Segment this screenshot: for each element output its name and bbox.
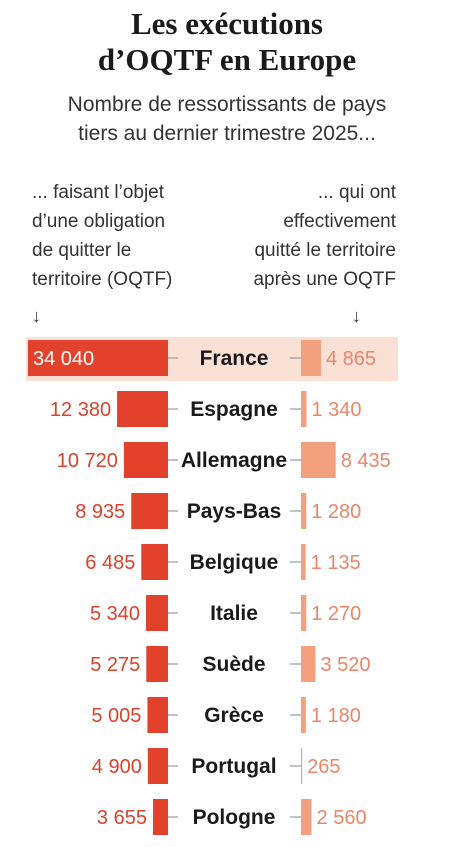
right-bar [301, 544, 306, 580]
right-bar [301, 391, 307, 427]
left-bar [146, 646, 168, 682]
right-value-label: 1 280 [311, 501, 361, 523]
right-value-label: 3 520 [320, 654, 370, 676]
country-label: Belgique [190, 551, 279, 574]
country-label: Suède [202, 653, 265, 676]
right-value-label: 2 560 [317, 807, 367, 829]
right-value-label: 1 270 [311, 603, 361, 625]
left-bar [147, 697, 168, 733]
left-bar [131, 493, 168, 529]
left-bar [152, 799, 168, 835]
left-header-line: de quitter le [32, 240, 132, 261]
left-value-label: 6 485 [85, 552, 135, 574]
right-bar [301, 646, 316, 682]
left-value-label: 34 040 [33, 348, 94, 370]
left-column-header: ... faisant l’objet d’une obligation de … [32, 178, 242, 294]
left-value-label: 5 340 [90, 603, 140, 625]
left-bar [117, 391, 168, 427]
right-bar [301, 595, 307, 631]
left-bar [141, 544, 168, 580]
country-label: Grèce [204, 704, 264, 727]
right-value-label: 4 865 [326, 348, 376, 370]
right-bar [301, 748, 303, 784]
left-bar [123, 442, 168, 478]
right-column-header: ... qui ont effectivement quitté le terr… [186, 178, 396, 294]
down-arrow-icon: ↓ [352, 306, 361, 326]
chart-title-line-2: d’OQTF en Europe [97, 42, 357, 77]
country-label: France [200, 347, 269, 370]
left-bar [147, 748, 168, 784]
right-value-label: 1 340 [312, 399, 362, 421]
right-bar [301, 340, 322, 376]
right-value-label: 1 135 [311, 552, 361, 574]
right-header-line: effectivement [283, 211, 396, 232]
chart-subtitle-line-2: tiers au dernier trimestre 2025... [78, 122, 376, 145]
right-bar [301, 799, 312, 835]
down-arrow-icon: ↓ [32, 306, 41, 326]
country-label: Portugal [191, 755, 276, 778]
left-value-label: 10 720 [57, 450, 118, 472]
left-value-label: 8 935 [75, 501, 125, 523]
left-header-line: ... faisant l’objet [32, 182, 165, 203]
left-value-label: 3 655 [97, 807, 147, 829]
left-value-label: 12 380 [50, 399, 111, 421]
left-header-line: d’une obligation [32, 211, 166, 232]
right-bar [301, 493, 307, 529]
right-header-line: ... qui ont [317, 182, 396, 203]
right-bar [301, 442, 336, 478]
left-value-label: 5 005 [91, 705, 141, 727]
country-label: Pologne [193, 806, 276, 829]
left-bar [146, 595, 168, 631]
left-header-line: territoire (OQTF) [32, 269, 173, 290]
country-label: Italie [210, 602, 258, 625]
right-value-label: 1 180 [311, 705, 361, 727]
left-value-label: 5 275 [90, 654, 140, 676]
right-bar [301, 697, 306, 733]
right-header-line: quitté le territoire [254, 240, 396, 261]
country-label: Allemagne [181, 449, 287, 472]
left-value-label: 4 900 [92, 756, 142, 778]
right-value-label: 265 [307, 756, 340, 778]
right-value-label: 8 435 [341, 450, 391, 472]
right-header-line: après une OQTF [253, 269, 396, 290]
country-label: Pays-Bas [187, 500, 282, 523]
chart-title-line-1: Les exécutions [130, 6, 323, 41]
country-label: Espagne [190, 398, 278, 421]
left-bar [28, 340, 168, 376]
chart-subtitle-line-1: Nombre de ressortissants de pays [67, 93, 387, 116]
